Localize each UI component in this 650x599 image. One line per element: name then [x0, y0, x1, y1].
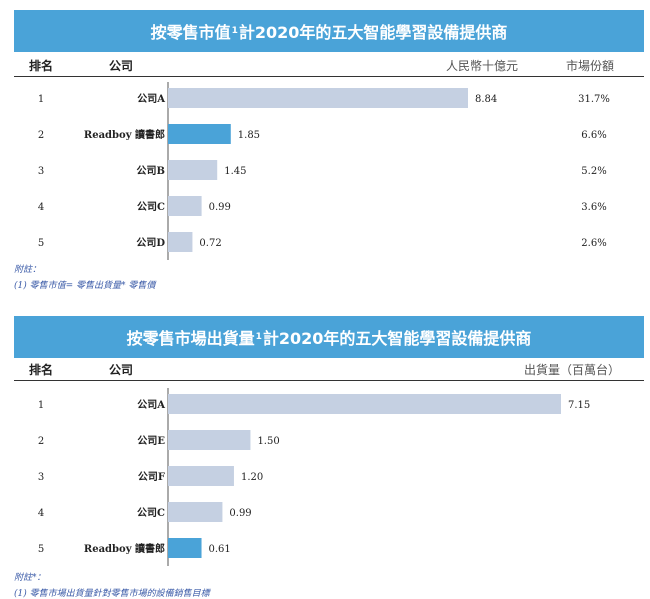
data-label: 1.20	[241, 472, 263, 483]
data-label: 1.50	[257, 436, 279, 447]
chart-panel-shipments: 按零售市場出貨量 1 計2020年的五大智能學習設備提供商 排名 公司 出貨量（百萬…	[14, 316, 644, 599]
rank-label: 4	[38, 508, 44, 519]
bar	[168, 538, 202, 558]
rank-label: 1	[38, 400, 44, 411]
rank-label: 4	[38, 202, 44, 213]
header-market-share: 市場份額	[566, 59, 615, 73]
table-header: 排名 公司 人民幣十億元 市場份額	[14, 54, 644, 77]
category-label: 公司D	[136, 237, 165, 249]
bar	[168, 430, 251, 450]
rank-label: 2	[38, 130, 44, 141]
market-share-label: 3.6%	[581, 202, 606, 213]
category-label: 公司A	[137, 399, 165, 411]
category-label: 公司C	[137, 507, 165, 519]
table-header: 排名 公司 出貨量（百萬台）	[14, 358, 644, 381]
footnote-label: 附註*：	[14, 573, 46, 583]
bar	[168, 196, 202, 216]
header-rank: 排名	[29, 363, 54, 377]
rank-label: 2	[38, 436, 44, 447]
header-value-unit: 人民幣十億元	[446, 59, 519, 73]
data-label: 8.84	[475, 94, 497, 105]
rank-label: 5	[38, 238, 44, 249]
data-label: 0.72	[199, 238, 221, 249]
chart-title-footnote-mark: 1	[231, 26, 238, 36]
chart-panel-retail-value: 按零售市值 1 計2020年的五大智能學習設備提供商 排名 公司 人民幣十億元 市場…	[14, 10, 644, 300]
category-label: 公司B	[137, 165, 165, 177]
data-label: 0.61	[209, 544, 231, 555]
footnote-text: (1) 零售市值= 零售出貨量* 零售價	[14, 281, 156, 291]
header-value-unit: 出貨量（百萬台）	[524, 363, 621, 377]
category-label: 公司F	[138, 471, 165, 483]
rank-label: 3	[38, 166, 44, 177]
bar	[168, 232, 193, 252]
footnote-label: 附註：	[14, 265, 42, 275]
chart-title-rest: 計2020年的五大智能學習設備提供商	[262, 329, 532, 348]
footnote-text: (1) 零售市場出貨量針對零售市場的設備銷售目標	[14, 589, 210, 599]
bar	[168, 88, 468, 108]
bar	[168, 502, 223, 522]
rank-label: 1	[38, 94, 44, 105]
chart-title-main: 按零售市值	[150, 23, 231, 42]
category-label: Readboy 讀書郎	[84, 128, 165, 141]
chart-title-footnote-mark: 1	[255, 332, 262, 342]
category-label: 公司A	[137, 93, 165, 105]
chart-title-main: 按零售市場出貨量	[126, 329, 255, 348]
header-company: 公司	[109, 363, 134, 377]
bar-chart-shipments: 1 公司A 7.15 2 公司E 1.50 3 公司F 1.20 4 公司C 0.99 5 Readboy…	[38, 388, 590, 566]
data-label: 0.99	[209, 202, 231, 213]
market-share-label: 6.6%	[581, 130, 606, 141]
market-share-label: 5.2%	[581, 166, 606, 177]
chart-title-rest: 計2020年的五大智能學習設備提供商	[238, 23, 508, 42]
chart-title-bar: 按零售市場出貨量 1 計2020年的五大智能學習設備提供商	[14, 316, 644, 358]
header-rank: 排名	[29, 59, 54, 73]
market-share-label: 31.7%	[578, 94, 610, 105]
rank-label: 5	[38, 544, 44, 555]
category-label: 公司C	[137, 201, 165, 213]
data-label: 1.85	[238, 130, 260, 141]
rank-label: 3	[38, 472, 44, 483]
category-label: 公司E	[137, 435, 165, 447]
category-label: Readboy 讀書郎	[84, 542, 165, 555]
bar	[168, 466, 234, 486]
bar	[168, 124, 231, 144]
bar	[168, 160, 218, 180]
bar	[168, 394, 561, 414]
data-label: 1.45	[224, 166, 246, 177]
market-share-label: 2.6%	[581, 238, 606, 249]
data-label: 0.99	[229, 508, 251, 519]
header-company: 公司	[109, 59, 134, 73]
chart-title-bar: 按零售市值 1 計2020年的五大智能學習設備提供商	[14, 10, 644, 52]
bar-chart-retail-value: 1 公司A 8.84 31.7% 2 Readboy 讀書郎 1.85 6.6% 3 公司B 1.4…	[38, 82, 610, 260]
data-label: 7.15	[568, 400, 590, 411]
